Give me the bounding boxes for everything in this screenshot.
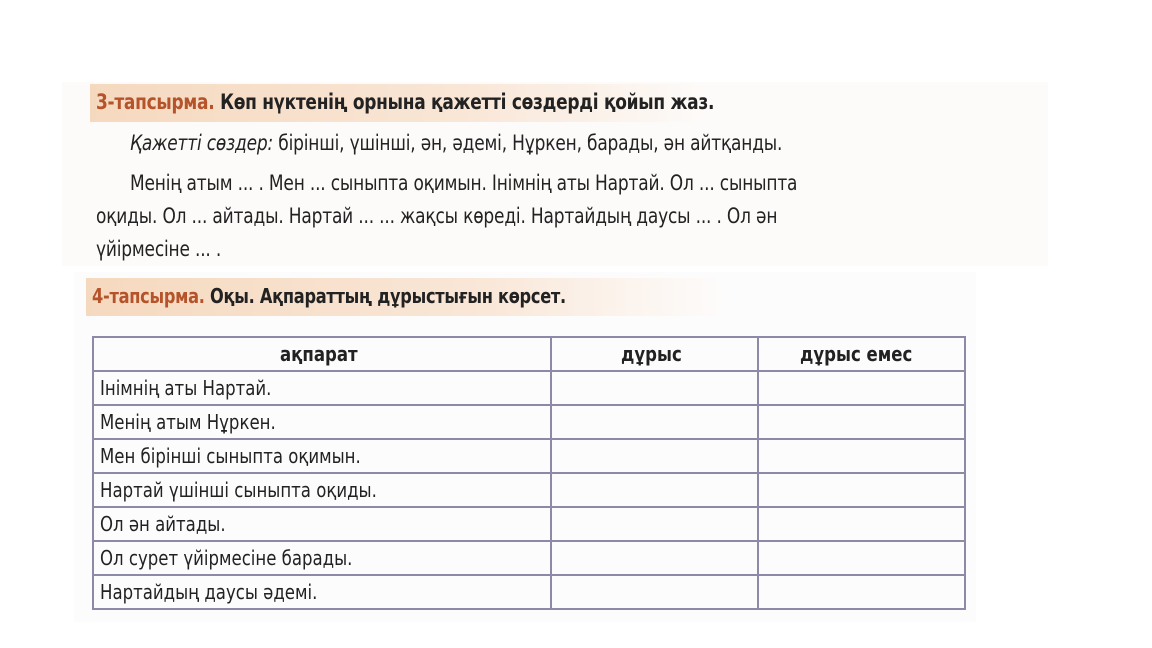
false-cell[interactable] [757,404,966,440]
task4-heading: 4-тапсырма. Оқы. Ақпараттың дұрыстығын к… [92,284,566,308]
true-cell[interactable] [550,472,759,508]
task3-text-line: оқиды. Ол ... айтады. Нартай ... ... жақ… [96,204,778,228]
task3-heading-band [90,84,710,122]
table-row: Інімнің аты Нартай. [92,370,966,406]
true-cell[interactable] [550,404,759,440]
header-true: дұрыс [550,336,759,372]
statement-cell: Менің атым Нұркен. [92,404,552,440]
table-row: Нартайдың даусы әдемі. [92,574,966,610]
false-cell[interactable] [757,370,966,406]
task4-instruction: Оқы. Ақпараттың дұрыстығын көрсет. [210,284,566,308]
task3-number: 3-тапсырма. [96,90,215,114]
table-row: Мен бірінші сыныпта оқимын. [92,438,966,474]
task3-heading: 3-тапсырма. Көп нүктенің орнына қажетті … [96,90,714,114]
task4-heading-band [86,278,726,316]
table-row: Менің атым Нұркен. [92,404,966,440]
header-false: дұрыс емес [757,336,966,372]
task3-instruction: Көп нүктенің орнына қажетті сөздерді қой… [220,90,715,114]
task3-text-line: үйірмесіне ... . [96,237,222,261]
false-cell[interactable] [757,506,966,542]
false-cell[interactable] [757,574,966,610]
false-cell[interactable] [757,472,966,508]
table-row: Ол ән айтады. [92,506,966,542]
table-row: Ол сурет үйірмесіне барады. [92,540,966,576]
false-cell[interactable] [757,438,966,474]
table-row: Нартай үшінші сыныпта оқиды. [92,472,966,508]
task3-words: Қажетті сөздер: бірінші, үшінші, ән, әде… [130,131,782,155]
statement-cell: Інімнің аты Нартай. [92,370,552,406]
header-info: ақпарат [92,336,552,372]
table-header-row: ақпарат дұрыс дұрыс емес [92,336,966,372]
true-cell[interactable] [550,540,759,576]
statement-cell: Нартай үшінші сыныпта оқиды. [92,472,552,508]
statement-cell: Нартайдың даусы әдемі. [92,574,552,610]
true-cell[interactable] [550,574,759,610]
words-list: бірінші, үшінші, ән, әдемі, Нұркен, бара… [278,131,783,155]
true-cell[interactable] [550,370,759,406]
true-cell[interactable] [550,438,759,474]
statement-cell: Мен бірінші сыныпта оқимын. [92,438,552,474]
task3-text-line: Менің атым ... . Мен ... сыныпта оқимын.… [130,171,798,195]
words-label: Қажетті сөздер: [130,131,274,155]
false-cell[interactable] [757,540,966,576]
statement-cell: Ол ән айтады. [92,506,552,542]
task4-number: 4-тапсырма. [92,284,205,308]
statement-cell: Ол сурет үйірмесіне барады. [92,540,552,576]
true-cell[interactable] [550,506,759,542]
info-table: ақпарат дұрыс дұрыс емес Інімнің аты Нар… [92,336,966,610]
